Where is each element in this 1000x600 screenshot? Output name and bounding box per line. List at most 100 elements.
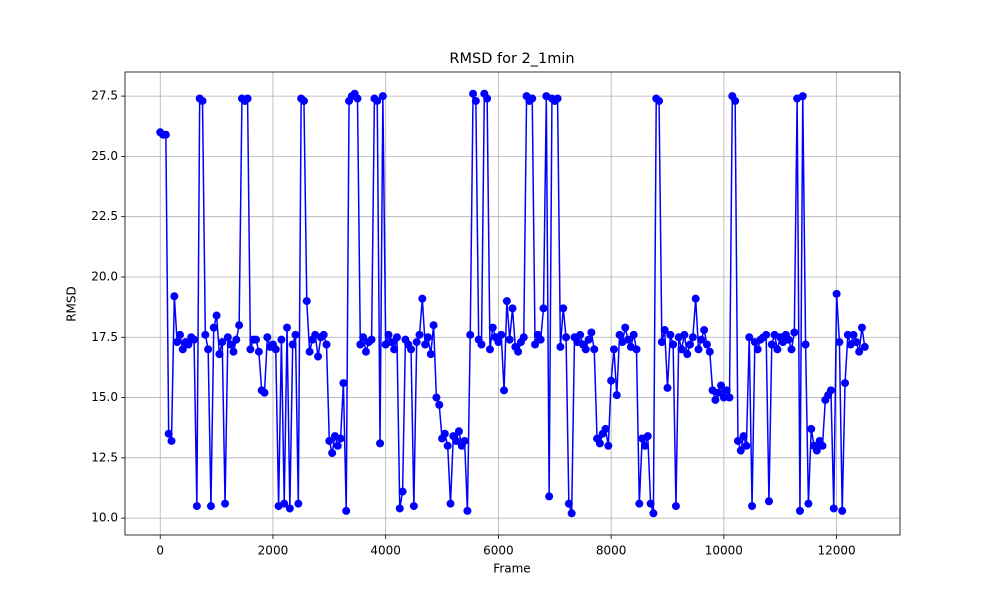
data-point	[285, 504, 294, 513]
data-point	[494, 338, 503, 347]
data-point	[762, 330, 771, 339]
data-point	[452, 436, 461, 445]
data-point	[590, 345, 599, 354]
data-point	[328, 449, 337, 458]
data-point	[798, 92, 807, 101]
data-point	[855, 347, 864, 356]
data-point	[835, 338, 844, 347]
data-point	[218, 338, 227, 347]
data-point	[773, 345, 782, 354]
data-point	[409, 502, 418, 511]
data-point	[702, 340, 711, 349]
x-tick-label: 4000	[370, 544, 401, 558]
data-point	[545, 492, 554, 501]
data-point	[807, 424, 816, 433]
data-point	[576, 330, 585, 339]
data-point	[246, 345, 255, 354]
data-point	[700, 326, 709, 335]
data-point	[629, 330, 638, 339]
data-point	[717, 381, 726, 390]
data-point	[812, 446, 821, 455]
data-point	[564, 499, 573, 508]
data-point	[378, 92, 387, 101]
data-point	[170, 292, 179, 301]
data-point	[584, 335, 593, 344]
data-point	[624, 335, 633, 344]
data-point	[514, 347, 523, 356]
data-point	[818, 441, 827, 450]
data-point	[423, 333, 432, 342]
data-point	[291, 330, 300, 339]
data-point	[260, 388, 269, 397]
data-point	[804, 499, 813, 508]
data-point	[604, 441, 613, 450]
plot-layer	[156, 89, 869, 518]
data-point	[322, 340, 331, 349]
data-point	[745, 333, 754, 342]
data-point	[587, 328, 596, 337]
data-point	[483, 94, 492, 103]
data-point	[294, 499, 303, 508]
data-point	[192, 502, 201, 511]
y-tick-label: 22.5	[91, 209, 118, 223]
data-point	[221, 499, 230, 508]
data-point	[657, 338, 666, 347]
data-point	[161, 130, 170, 139]
data-point	[243, 94, 252, 103]
data-point	[319, 330, 328, 339]
data-point	[669, 340, 678, 349]
data-point	[860, 342, 869, 351]
data-point	[271, 345, 280, 354]
data-point	[635, 499, 644, 508]
data-point	[736, 446, 745, 455]
data-point	[609, 345, 618, 354]
data-point	[421, 340, 430, 349]
data-point	[784, 335, 793, 344]
data-point	[505, 335, 514, 344]
data-point	[429, 321, 438, 330]
data-point	[767, 340, 776, 349]
data-point	[342, 506, 351, 515]
x-tick-label: 0	[156, 544, 164, 558]
data-point	[705, 347, 714, 356]
data-point	[826, 386, 835, 395]
data-point	[178, 345, 187, 354]
data-point	[469, 89, 478, 98]
data-point	[412, 338, 421, 347]
data-point	[714, 388, 723, 397]
data-point	[497, 330, 506, 339]
data-point	[632, 345, 641, 354]
data-point	[359, 333, 368, 342]
data-point	[528, 94, 537, 103]
data-point	[843, 330, 852, 339]
data-point	[852, 338, 861, 347]
data-point	[621, 323, 630, 332]
data-point	[361, 347, 370, 356]
data-point	[539, 304, 548, 313]
data-point	[229, 347, 238, 356]
data-point	[581, 345, 590, 354]
data-point	[232, 335, 241, 344]
data-point	[753, 345, 762, 354]
x-axis-label: Frame	[493, 562, 530, 576]
data-point	[711, 395, 720, 404]
x-tick-label: 10000	[705, 544, 743, 558]
data-point	[356, 340, 365, 349]
data-point	[787, 345, 796, 354]
data-point	[384, 330, 393, 339]
data-point	[601, 424, 610, 433]
data-point	[415, 330, 424, 339]
data-point	[283, 323, 292, 332]
data-point	[838, 506, 847, 515]
data-point	[440, 429, 449, 438]
axes-layer: 0 2000 4000 6000 8000 10000 12000 10.0 12.5 15.0 1…	[91, 89, 855, 558]
data-point	[733, 436, 742, 445]
data-point	[460, 436, 469, 445]
data-point	[339, 379, 348, 388]
data-point	[466, 330, 475, 339]
data-point	[435, 400, 444, 409]
data-point	[488, 323, 497, 332]
data-point	[387, 338, 396, 347]
